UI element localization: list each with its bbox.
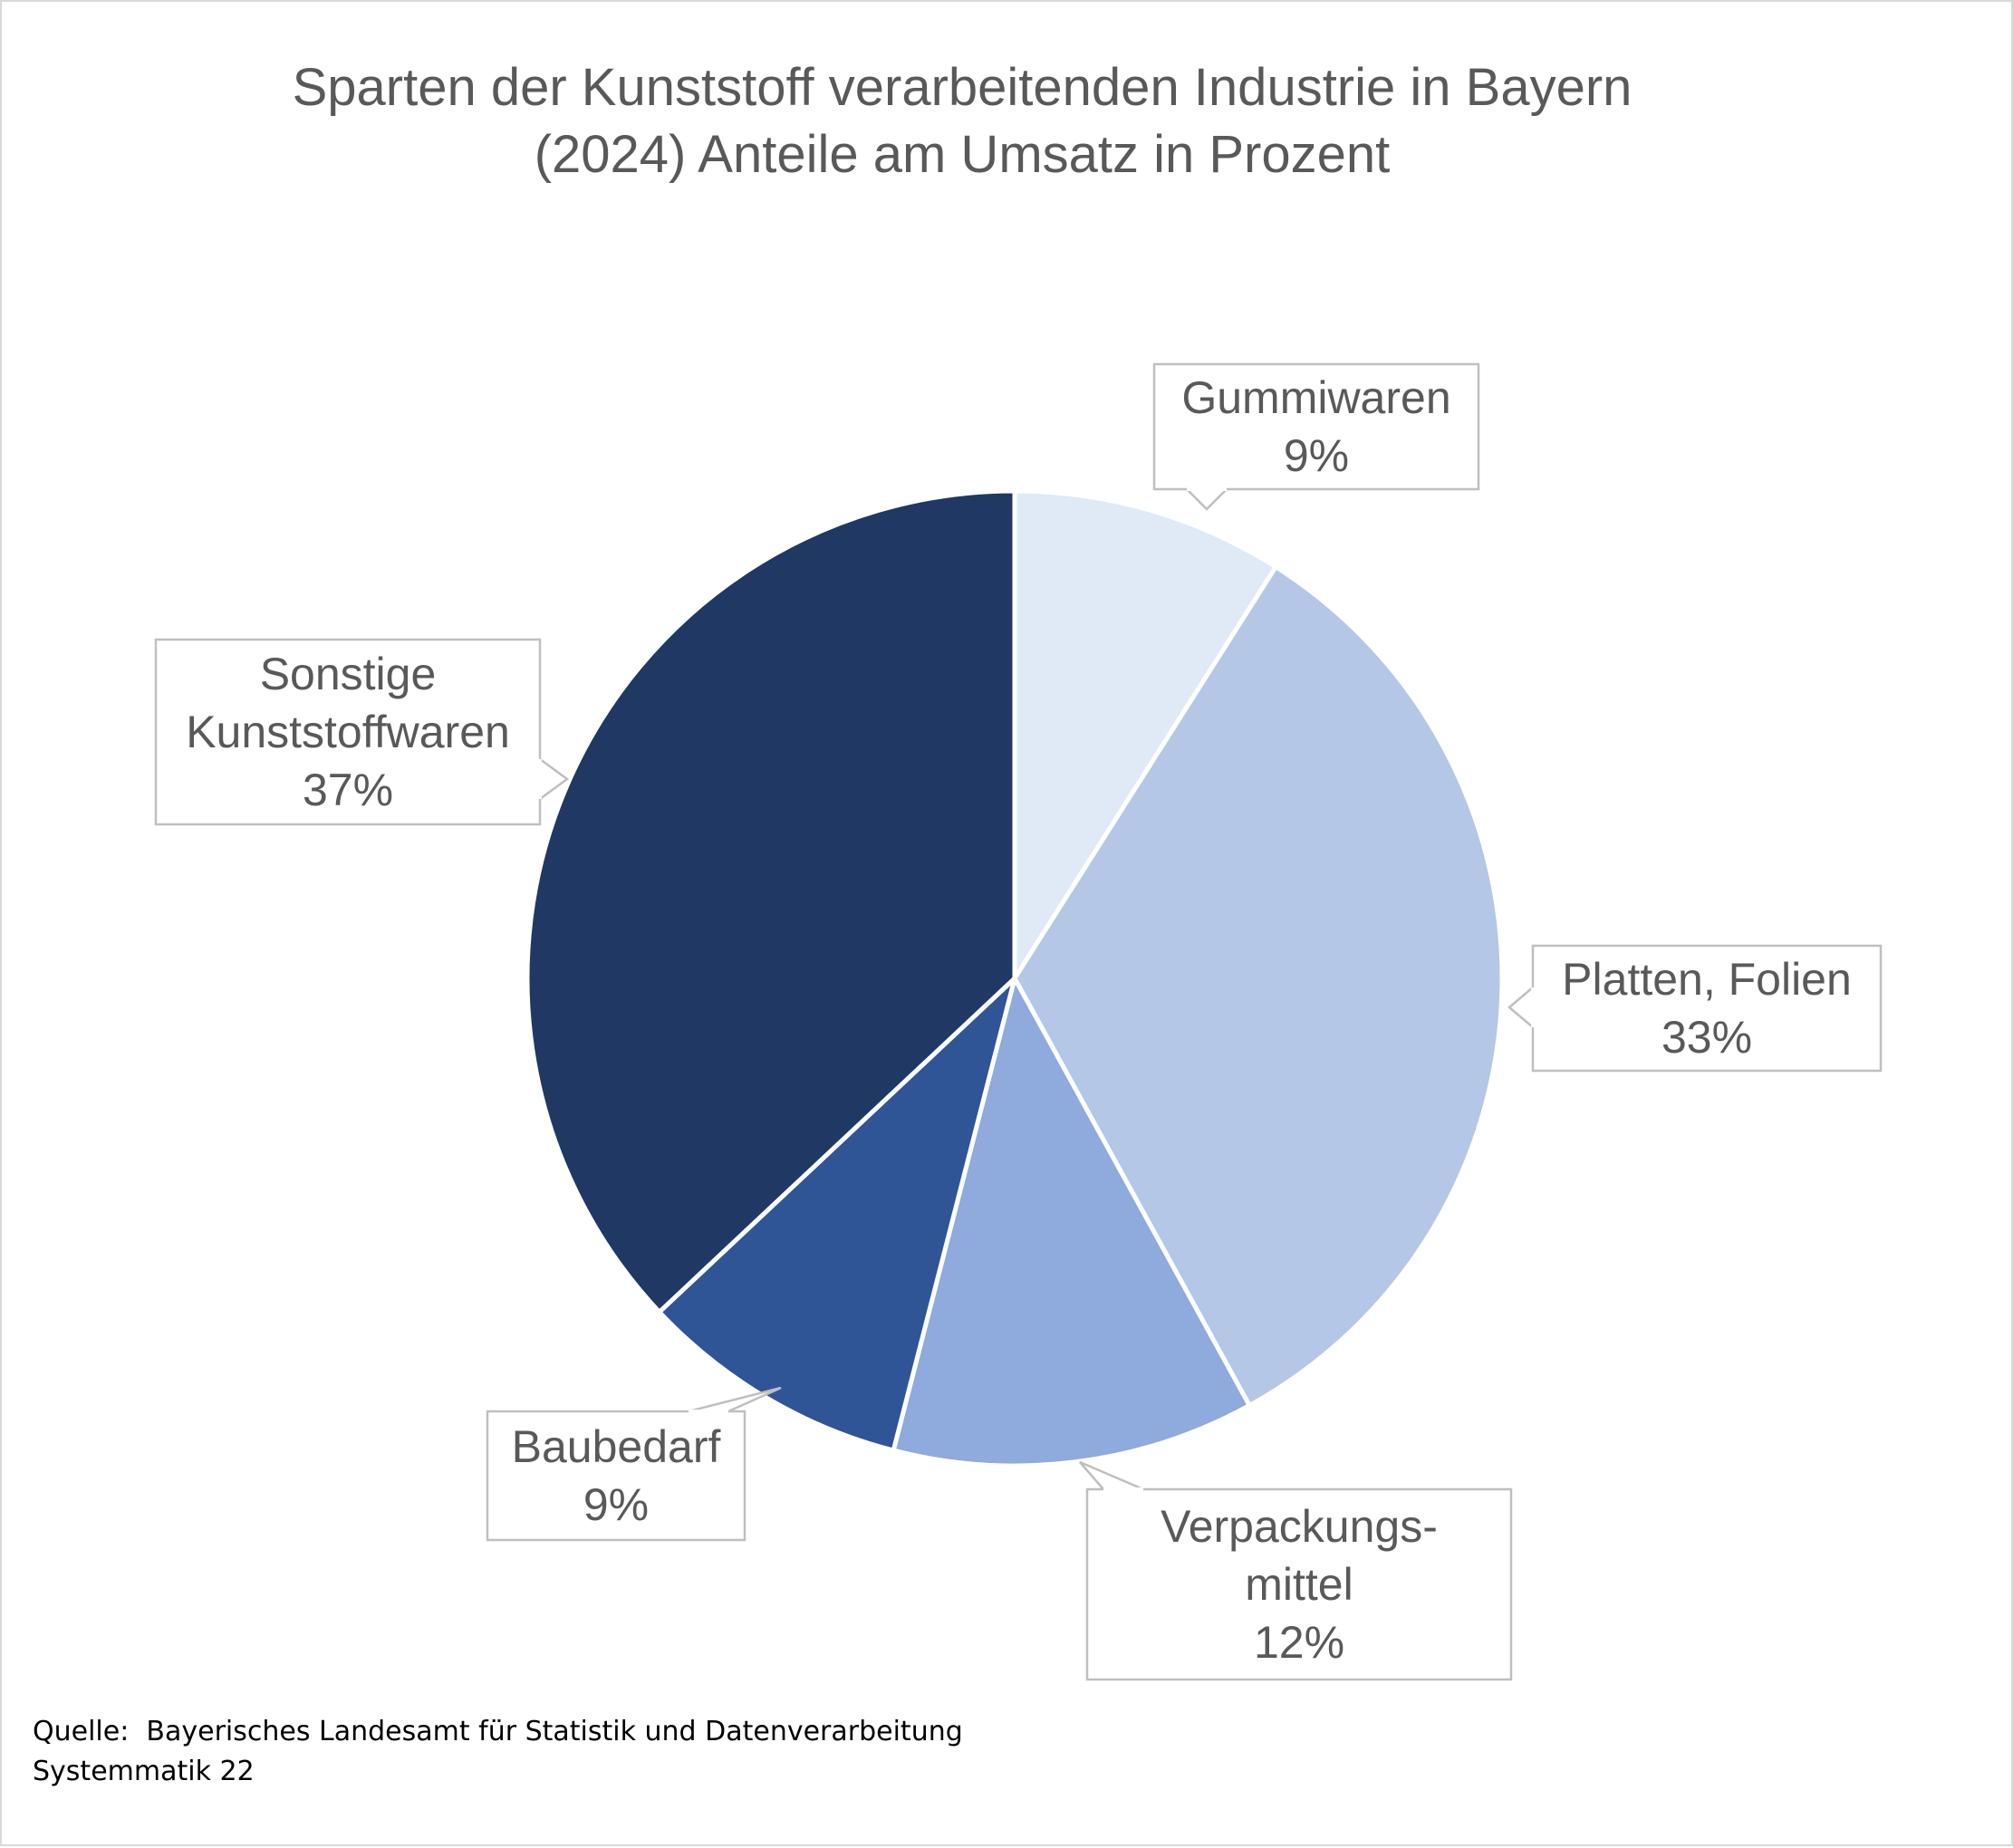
- data-label-category: Kunststoffwaren: [186, 707, 510, 757]
- data-label-category: mittel: [1245, 1559, 1353, 1610]
- data-label-category: Platten, Folien: [1562, 954, 1852, 1005]
- callout-pointer: [688, 1386, 782, 1413]
- source-note: Quelle: Bayerisches Landesamt für Statis…: [33, 1716, 963, 1747]
- callout-box: [1531, 944, 1883, 1073]
- callout-box: [1152, 362, 1480, 491]
- classification-note: Systemmatik 22: [33, 1756, 255, 1787]
- chart-title: Sparten der Kunststoff verarbeitenden In…: [56, 54, 1868, 188]
- callout-platten-folien: Platten, Folien 33%: [1507, 944, 1883, 1073]
- data-label-value: 9%: [583, 1479, 649, 1530]
- chart-title-line-2: (2024) Anteile am Umsatz in Prozent: [534, 125, 1391, 184]
- data-label-value: 12%: [1254, 1617, 1344, 1668]
- data-label-value: 37%: [303, 765, 393, 815]
- pie-slice-sonstige-kunststoffwaren: [525, 488, 1017, 1314]
- callout-pointer: [539, 757, 570, 801]
- callout-pointer: [1079, 1460, 1144, 1491]
- data-label-value: 33%: [1661, 1012, 1752, 1063]
- data-label-category: Verpackungs-: [1161, 1501, 1438, 1552]
- callout-pointer: [1186, 488, 1228, 511]
- callout-box: [1085, 1487, 1513, 1681]
- callout-verpackungs-mittel: Verpackungs-mittel 12%: [1079, 1460, 1513, 1681]
- chart-title-line-1: Sparten der Kunststoff verarbeitenden In…: [292, 58, 1633, 117]
- data-label-value: 9%: [1284, 430, 1349, 481]
- data-label-category: Gummiwaren: [1181, 372, 1450, 423]
- pie-slice-verpackungs-mittel: [891, 976, 1252, 1468]
- callout-sonstige-kunststoffwaren: Sonstige Kunststoffwaren 37%: [154, 638, 570, 826]
- callout-box: [154, 638, 542, 826]
- chart-footer: Quelle: Bayerisches Landesamt für Statis…: [33, 1712, 963, 1792]
- callout-pointer: [1507, 987, 1534, 1028]
- callout-gummiwaren: Gummiwaren 9%: [1152, 362, 1480, 511]
- pie-slice-gummiwaren: [1012, 488, 1278, 981]
- callout-box: [486, 1410, 746, 1542]
- pie-slice-baubedarf: [657, 976, 1017, 1453]
- data-label-category: Baubedarf: [512, 1421, 721, 1472]
- data-label-category: Sonstige: [260, 649, 437, 699]
- callout-baubedarf: Baubedarf 9%: [486, 1386, 782, 1542]
